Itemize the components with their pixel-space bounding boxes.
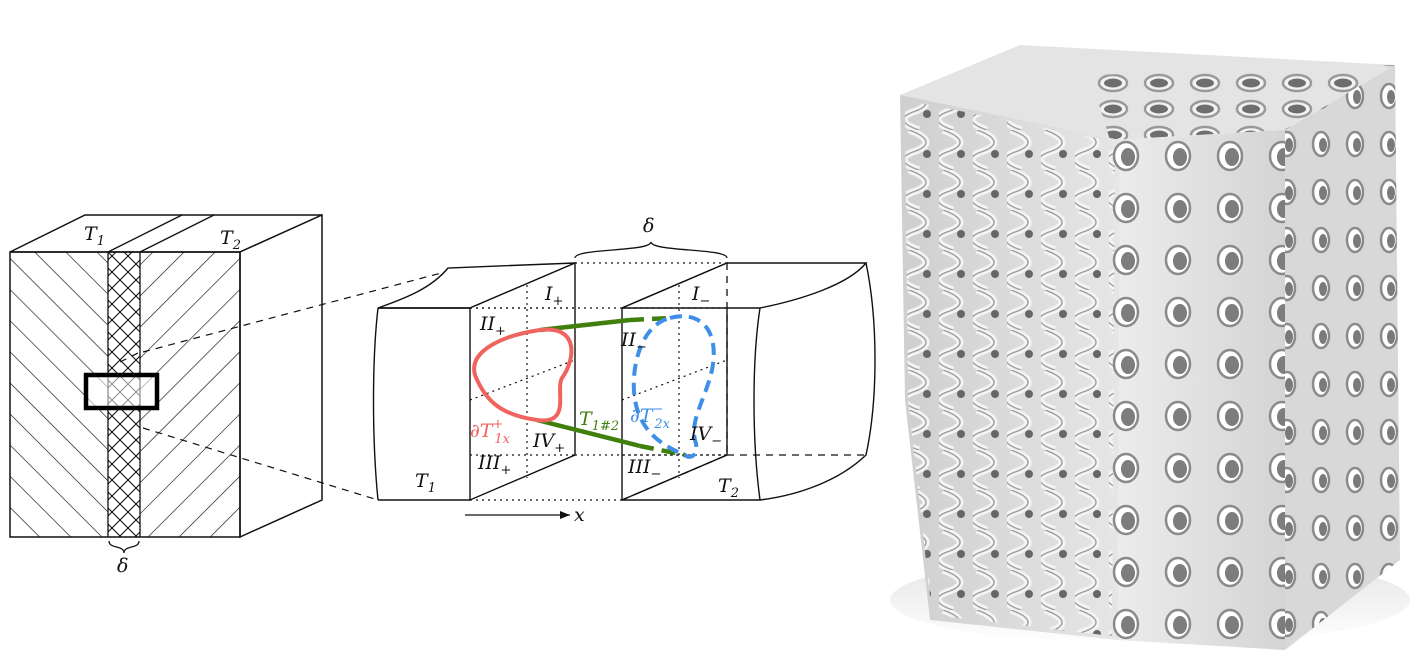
svg-text:II−: II− — [620, 329, 647, 355]
x-axis-arrow: x — [465, 504, 585, 526]
label-boundary-2: ∂T — [630, 405, 654, 427]
left-block: T1 T2 δ — [9, 213, 323, 577]
label-t2-sub: 2 — [232, 238, 241, 253]
zoom-window — [83, 372, 160, 411]
label-i-plus: I — [544, 283, 553, 305]
label-delta-zoom: δ — [643, 215, 654, 237]
slab-t2-top — [621, 262, 868, 309]
svg-text:II+: II+ — [479, 313, 506, 339]
label-iii-minus: III — [627, 456, 651, 478]
label-iii-plus: III — [477, 452, 501, 474]
label-ii-minus: II — [620, 329, 637, 351]
label-zoom-t1: T — [415, 470, 429, 492]
delta-brace-zoom — [574, 241, 728, 259]
connector-bottom — [536, 417, 641, 449]
label-boundary-1: ∂T — [470, 420, 494, 442]
projection-lines — [119, 271, 446, 501]
left-block-side-face — [239, 213, 323, 539]
left-block-top-divider-b — [139, 214, 215, 253]
slab-t2-right-edge — [753, 307, 761, 501]
svg-text:I−: I− — [691, 283, 710, 309]
label-t2: T — [220, 227, 234, 249]
boundary-curve-2 — [631, 314, 716, 459]
zoom-diagram: δ I+ II+ III+ IV+ I− II− III− IV− ∂T+ 1x … — [372, 215, 876, 526]
svg-text:T1: T1 — [84, 223, 105, 249]
svg-text:T1: T1 — [415, 470, 436, 496]
label-t1-sub: 1 — [97, 234, 105, 249]
connector-bottom-dash — [639, 443, 686, 458]
slab-t1-top — [377, 262, 576, 309]
slab-t2-far-edge — [759, 262, 876, 501]
label-t1: T — [84, 223, 98, 245]
svg-text:IV+: IV+ — [532, 430, 565, 456]
svg-text:I+: I+ — [544, 283, 563, 309]
svg-text:T1#2: T1#2 — [579, 408, 619, 434]
label-x-axis: x — [574, 504, 585, 526]
label-iv-minus: IV — [689, 423, 714, 445]
svg-text:T2: T2 — [718, 475, 739, 501]
delta-brace — [108, 540, 140, 554]
svg-text:IV−: IV− — [689, 423, 722, 449]
svg-text:T2: T2 — [220, 227, 241, 253]
label-zoom-t2: T — [718, 475, 732, 497]
dotted-guides — [469, 262, 728, 501]
label-delta-left: δ — [117, 555, 128, 577]
lattice-cube-render-icon — [890, 45, 1410, 650]
hidden-edges — [621, 263, 866, 501]
svg-text:∂T+1x: ∂T+ 1x — [470, 417, 511, 447]
svg-text:∂T−2x: ∂T− 2x — [630, 402, 671, 432]
left-block-front-face — [9, 251, 241, 538]
svg-text:III−: III− — [627, 456, 661, 482]
label-iv-plus: IV — [532, 430, 557, 452]
boundary-curve-1 — [472, 327, 574, 423]
left-block-top-divider-a — [107, 214, 183, 253]
label-ii-plus: II — [479, 313, 496, 335]
svg-text:III+: III+ — [477, 452, 511, 478]
label-connector: T — [579, 408, 593, 430]
label-i-minus: I — [691, 283, 700, 305]
slab-t1-left-edge — [372, 307, 379, 501]
